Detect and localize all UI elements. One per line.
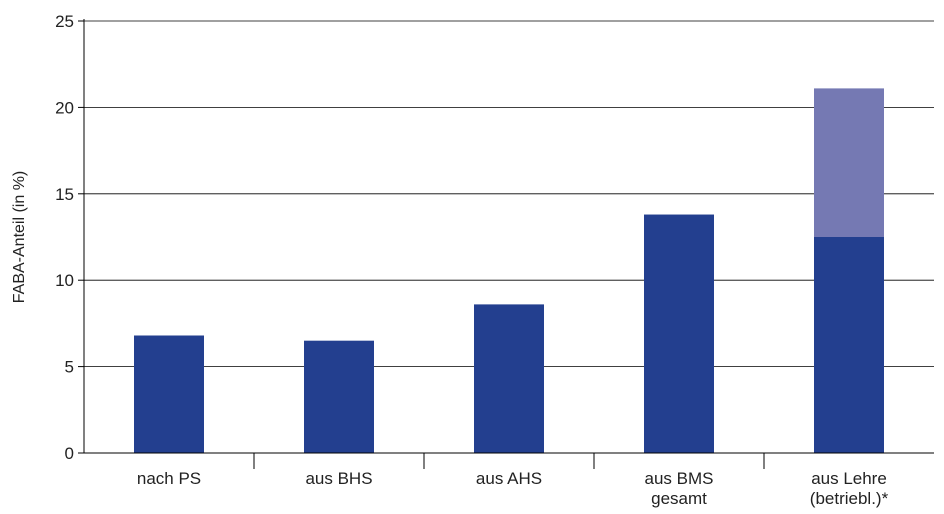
bar-series1 [474,304,544,453]
tick-labels: 0 5 10 15 20 25 nach PS aus BHS aus AHS aus BMSge… [55,12,889,508]
grid-lines [84,20,934,368]
y-tick-label: 0 [65,444,74,463]
y-tick-label: 15 [55,185,74,204]
x-tick-label: aus BHS [305,469,372,488]
y-tick-label: 20 [55,98,74,117]
axes [78,19,934,469]
bar-series2 [814,88,884,237]
x-tick-label: aus Lehre [811,469,887,488]
x-tick-label: aus BMS [645,469,714,488]
x-tick-label: nach PS [137,469,201,488]
x-tick-label: (betriebl.)* [810,489,889,508]
bar-series1 [814,237,884,453]
bar-series1 [134,335,204,453]
bars [134,88,884,453]
y-tick-label: 5 [65,358,74,377]
y-tick-label: 25 [55,12,74,31]
bar-series1 [644,214,714,453]
x-tick-label: gesamt [651,489,707,508]
y-tick-label: 10 [55,271,74,290]
y-axis-title: FABA-Anteil (in %) [11,171,28,303]
bar-series1 [304,340,374,453]
x-tick-label: aus AHS [476,469,542,488]
